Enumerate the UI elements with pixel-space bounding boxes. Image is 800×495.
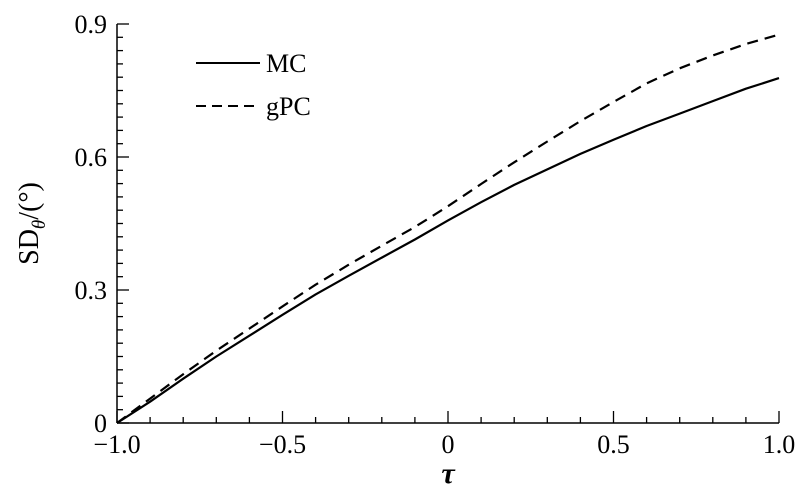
y-axis-title-subscript: θ	[29, 220, 50, 229]
x-tick-label: 1.0	[763, 430, 796, 459]
tick-labels: 0 0.3 0.6 0.9 −1.0 −0.5 0 0.5 1.0	[75, 10, 796, 459]
y-tick-label: 0.6	[75, 143, 108, 172]
legend: MC gPC	[196, 49, 311, 121]
x-tick-label: −1.0	[93, 430, 140, 459]
y-axis-title-main: SD	[14, 229, 45, 265]
series-lines	[116, 33, 780, 424]
series-line-mc	[116, 77, 780, 424]
y-axis-title: SDθ/(°)	[14, 182, 50, 265]
series-line-gpc	[116, 33, 780, 424]
ticks	[116, 23, 780, 424]
x-tick-label: −0.5	[259, 430, 306, 459]
y-tick-label: 0.9	[75, 10, 108, 39]
legend-label-gpc: gPC	[266, 92, 311, 121]
axes	[116, 24, 779, 424]
y-tick-label: 0	[94, 409, 107, 438]
y-tick-label: 0.3	[75, 276, 108, 305]
x-tick-label: 0	[442, 430, 455, 459]
y-axis-title-unit: /(°)	[14, 182, 45, 220]
x-axis-title: τ	[441, 457, 456, 490]
legend-label-mc: MC	[266, 49, 306, 78]
x-tick-label: 0.5	[597, 430, 630, 459]
